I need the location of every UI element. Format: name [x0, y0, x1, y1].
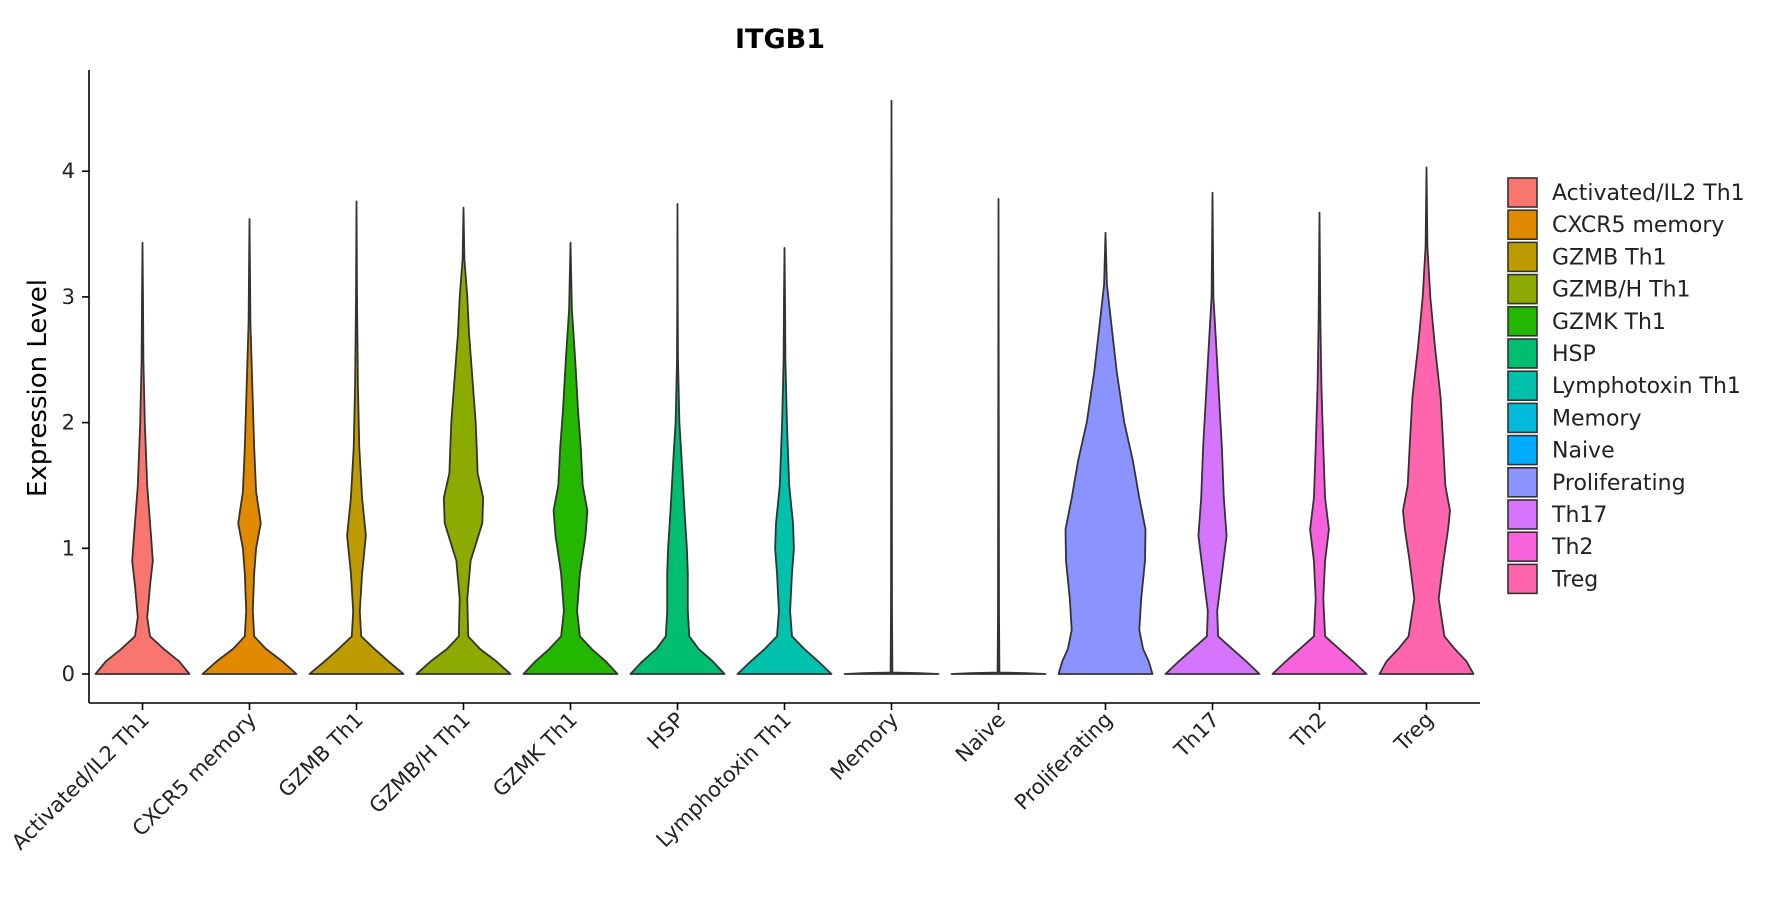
legend-label: Th2: [1551, 535, 1593, 560]
x-tick-label: Th2: [1285, 708, 1331, 754]
chart-title: ITGB1: [735, 24, 825, 55]
legend-swatch: [1507, 531, 1538, 563]
y-tick-label: 2: [62, 411, 75, 435]
violin-cxcr5-memory: [201, 218, 298, 675]
y-tick-label: 3: [62, 285, 75, 309]
violin-hsp: [629, 203, 726, 675]
legend-swatch: [1507, 338, 1538, 369]
violin-gzmk-th1: [522, 241, 619, 675]
legend-swatch: [1507, 241, 1538, 273]
violin-proliferating: [1057, 231, 1154, 675]
violin-th2: [1271, 211, 1368, 675]
x-tick-label: Memory: [826, 708, 903, 785]
violin-naive: [950, 198, 1047, 675]
legend-swatch: [1507, 273, 1538, 305]
x-tick-label: GZMB Th1: [274, 708, 368, 802]
legend-label: Proliferating: [1552, 471, 1686, 496]
x-tick-label: Activated/IL2 Th1: [7, 708, 154, 855]
legend-swatch: [1507, 499, 1538, 530]
violin-memory: [843, 99, 940, 675]
legend-label: Naive: [1552, 439, 1615, 464]
legend-label: Activated/IL2 Th1: [1552, 181, 1745, 206]
legend-label: GZMB Th1: [1552, 245, 1667, 270]
violin-gzmb-th1: [308, 200, 405, 675]
legend: Activated/IL2 Th1 CXCR5 memory GZMB Th1 GZM…: [1507, 177, 1745, 595]
violin-activated-il2-th1: [94, 241, 191, 675]
y-tick-label: 1: [62, 536, 75, 560]
x-tick-label: Treg: [1389, 708, 1438, 757]
legend-label: Th17: [1551, 503, 1607, 528]
x-tick-label: HSP: [643, 708, 690, 755]
legend-swatch: [1507, 370, 1538, 402]
x-tick-label: Th17: [1169, 708, 1224, 763]
x-tick-label: GZMB/H Th1: [365, 708, 475, 818]
violin-treg: [1378, 166, 1475, 675]
legend-swatch: [1507, 209, 1538, 240]
y-axis-label: Expression Level: [23, 279, 53, 497]
legend-label: CXCR5 memory: [1552, 213, 1724, 238]
legend-swatch: [1507, 466, 1538, 498]
legend-label: Lymphotoxin Th1: [1552, 374, 1741, 399]
violin-lymphotoxin-th1: [736, 247, 833, 675]
legend-swatch: [1507, 434, 1538, 466]
legend-label: HSP: [1552, 342, 1596, 367]
y-axis: 0 1 2 3 4: [62, 70, 90, 703]
violin-gzmb-h-th1: [415, 206, 512, 675]
legend-label: Treg: [1551, 567, 1598, 592]
x-tick-label: Naive: [951, 708, 1010, 767]
legend-swatch: [1507, 563, 1538, 595]
y-tick-label: 4: [62, 159, 75, 183]
x-tick-label: Proliferating: [1010, 708, 1117, 815]
legend-label: GZMB/H Th1: [1552, 278, 1691, 303]
legend-label: Memory: [1552, 406, 1641, 431]
legend-swatch: [1507, 402, 1538, 434]
plot-area: [94, 99, 1475, 675]
legend-label: GZMK Th1: [1552, 310, 1666, 335]
x-tick-label: GZMK Th1: [488, 708, 582, 802]
violin-th17: [1164, 191, 1261, 675]
y-tick-label: 0: [62, 662, 75, 686]
legend-swatch: [1507, 177, 1538, 208]
legend-swatch: [1507, 305, 1538, 337]
